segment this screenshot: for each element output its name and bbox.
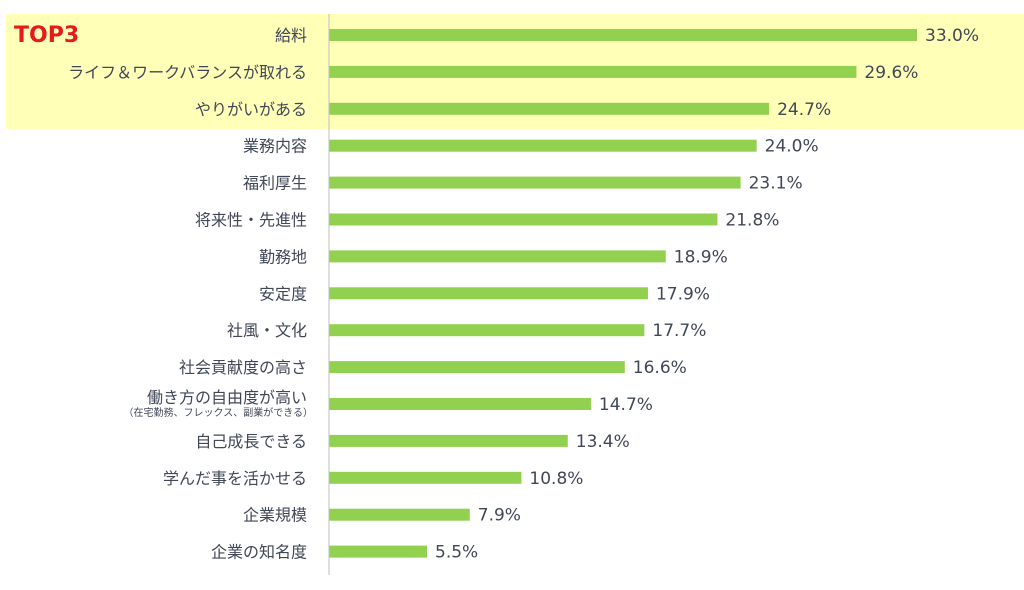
value-label: 24.7% — [777, 100, 831, 120]
category-label: 企業規模 — [243, 506, 307, 525]
value-label: 29.6% — [864, 63, 918, 83]
value-label: 14.7% — [599, 395, 653, 415]
bars-group: 33.0% 給料 29.6% ライフ＆ワークバランスが取れる 24.7% やりがいがある 2… — [68, 26, 979, 563]
value-label: 21.8% — [725, 211, 779, 231]
category-label: 将来性・先進性 — [195, 211, 307, 230]
value-label: 33.0% — [925, 26, 979, 46]
value-label: 16.6% — [633, 358, 687, 378]
category-note: （在宅勤務、フレックス、副業ができる） — [124, 406, 314, 419]
bar — [329, 139, 757, 152]
value-label: 5.5% — [435, 543, 478, 563]
bar — [329, 287, 648, 300]
bar — [329, 508, 470, 521]
category-label: 福利厚生 — [243, 174, 307, 193]
bar — [329, 29, 917, 41]
value-label: 23.1% — [749, 174, 803, 194]
bar — [329, 361, 625, 374]
value-label: 10.8% — [529, 469, 583, 489]
category-label: 勤務地 — [259, 247, 307, 266]
value-label: 17.9% — [656, 284, 710, 304]
bar — [329, 176, 741, 189]
category-label: 自己成長できる — [195, 432, 307, 451]
category-label: 業務内容 — [243, 137, 307, 156]
top3-label: TOP3 — [14, 23, 79, 48]
category-label: 給料 — [275, 26, 307, 45]
value-label: 17.7% — [652, 321, 706, 341]
bar — [329, 250, 666, 263]
category-label: 社風・文化 — [227, 321, 307, 340]
bar — [329, 545, 427, 558]
category-label: やりがいがある — [195, 100, 307, 119]
bar — [329, 65, 857, 78]
category-label: 企業の知名度 — [211, 543, 307, 562]
bar — [329, 434, 568, 447]
category-label: ライフ＆ワークバランスが取れる — [68, 63, 307, 82]
category-label: 安定度 — [259, 284, 307, 303]
category-label: 学んだ事を活かせる — [163, 469, 307, 488]
bar — [329, 324, 645, 337]
bar — [329, 398, 591, 410]
category-label: 社会貢献度の高さ — [179, 358, 307, 377]
bar — [329, 213, 718, 226]
value-label: 24.0% — [765, 137, 819, 157]
value-label: 18.9% — [674, 247, 728, 267]
value-label: 7.9% — [478, 506, 521, 526]
bar — [329, 102, 770, 115]
value-label: 13.4% — [576, 432, 630, 452]
category-label: 働き方の自由度が高い — [147, 388, 307, 407]
bar — [329, 471, 522, 484]
